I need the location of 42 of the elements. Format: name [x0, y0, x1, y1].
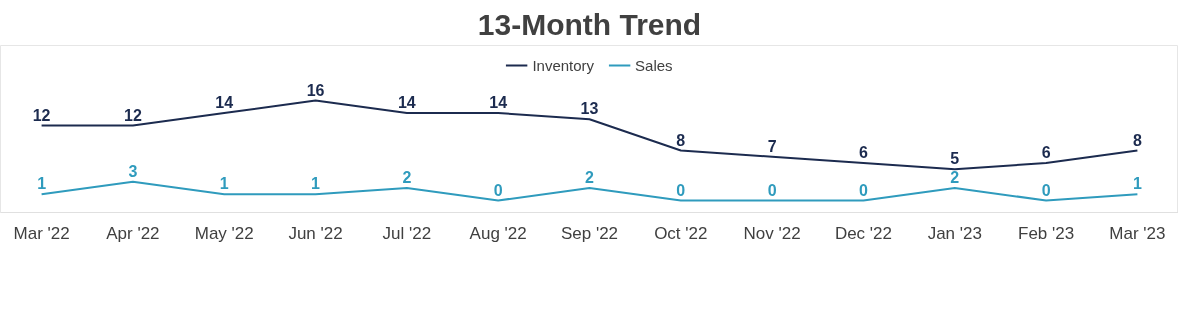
data-label: 5	[950, 150, 960, 168]
x-tick-label: Mar '23	[1109, 223, 1166, 243]
data-label: 0	[859, 181, 868, 199]
legend-label: Inventory	[532, 56, 595, 74]
data-label: 14	[215, 94, 234, 111]
data-label: 16	[306, 81, 325, 99]
data-label: 0	[493, 181, 503, 199]
data-label: 0	[1041, 181, 1051, 199]
x-tick-label: Sep '22	[560, 223, 619, 243]
data-label: 13	[580, 100, 599, 118]
x-tick-label: Aug '22	[469, 223, 527, 243]
x-tick-label: Jul '22	[382, 223, 432, 243]
x-tick-label: Jan '23	[927, 223, 982, 243]
x-tick-label: Mar '22	[13, 223, 70, 243]
data-label: 0	[767, 181, 777, 199]
data-label: 6	[859, 144, 868, 161]
x-tick-label: Apr '22	[106, 223, 160, 243]
chart-title: 13-Month Trend	[477, 7, 702, 41]
x-tick-label: Dec '22	[834, 223, 893, 243]
x-tick-label: Oct '22	[654, 223, 708, 243]
data-label: 3	[128, 162, 138, 180]
x-tick-label: May '22	[194, 223, 254, 243]
data-label: 8	[1132, 131, 1142, 149]
data-label: 6	[1041, 144, 1051, 161]
data-label: 1	[219, 175, 229, 193]
data-label: 14	[489, 94, 508, 111]
data-label: 2	[402, 169, 412, 186]
x-tick-label: Nov '22	[743, 223, 801, 243]
x-tick-label: Feb '23	[1018, 223, 1075, 243]
data-label: 1	[1132, 175, 1142, 193]
data-label: 0	[676, 181, 686, 199]
data-label: 1	[311, 175, 321, 193]
data-label: 14	[397, 94, 416, 111]
data-label: 1	[37, 175, 47, 193]
data-label: 7	[767, 137, 777, 155]
data-label: 2	[950, 169, 960, 186]
data-label: 12	[32, 106, 51, 124]
legend-label: Sales	[635, 56, 673, 74]
data-label: 8	[676, 131, 686, 149]
data-label: 2	[585, 169, 595, 186]
data-label: 12	[124, 106, 142, 124]
x-tick-label: Jun '22	[288, 223, 343, 243]
